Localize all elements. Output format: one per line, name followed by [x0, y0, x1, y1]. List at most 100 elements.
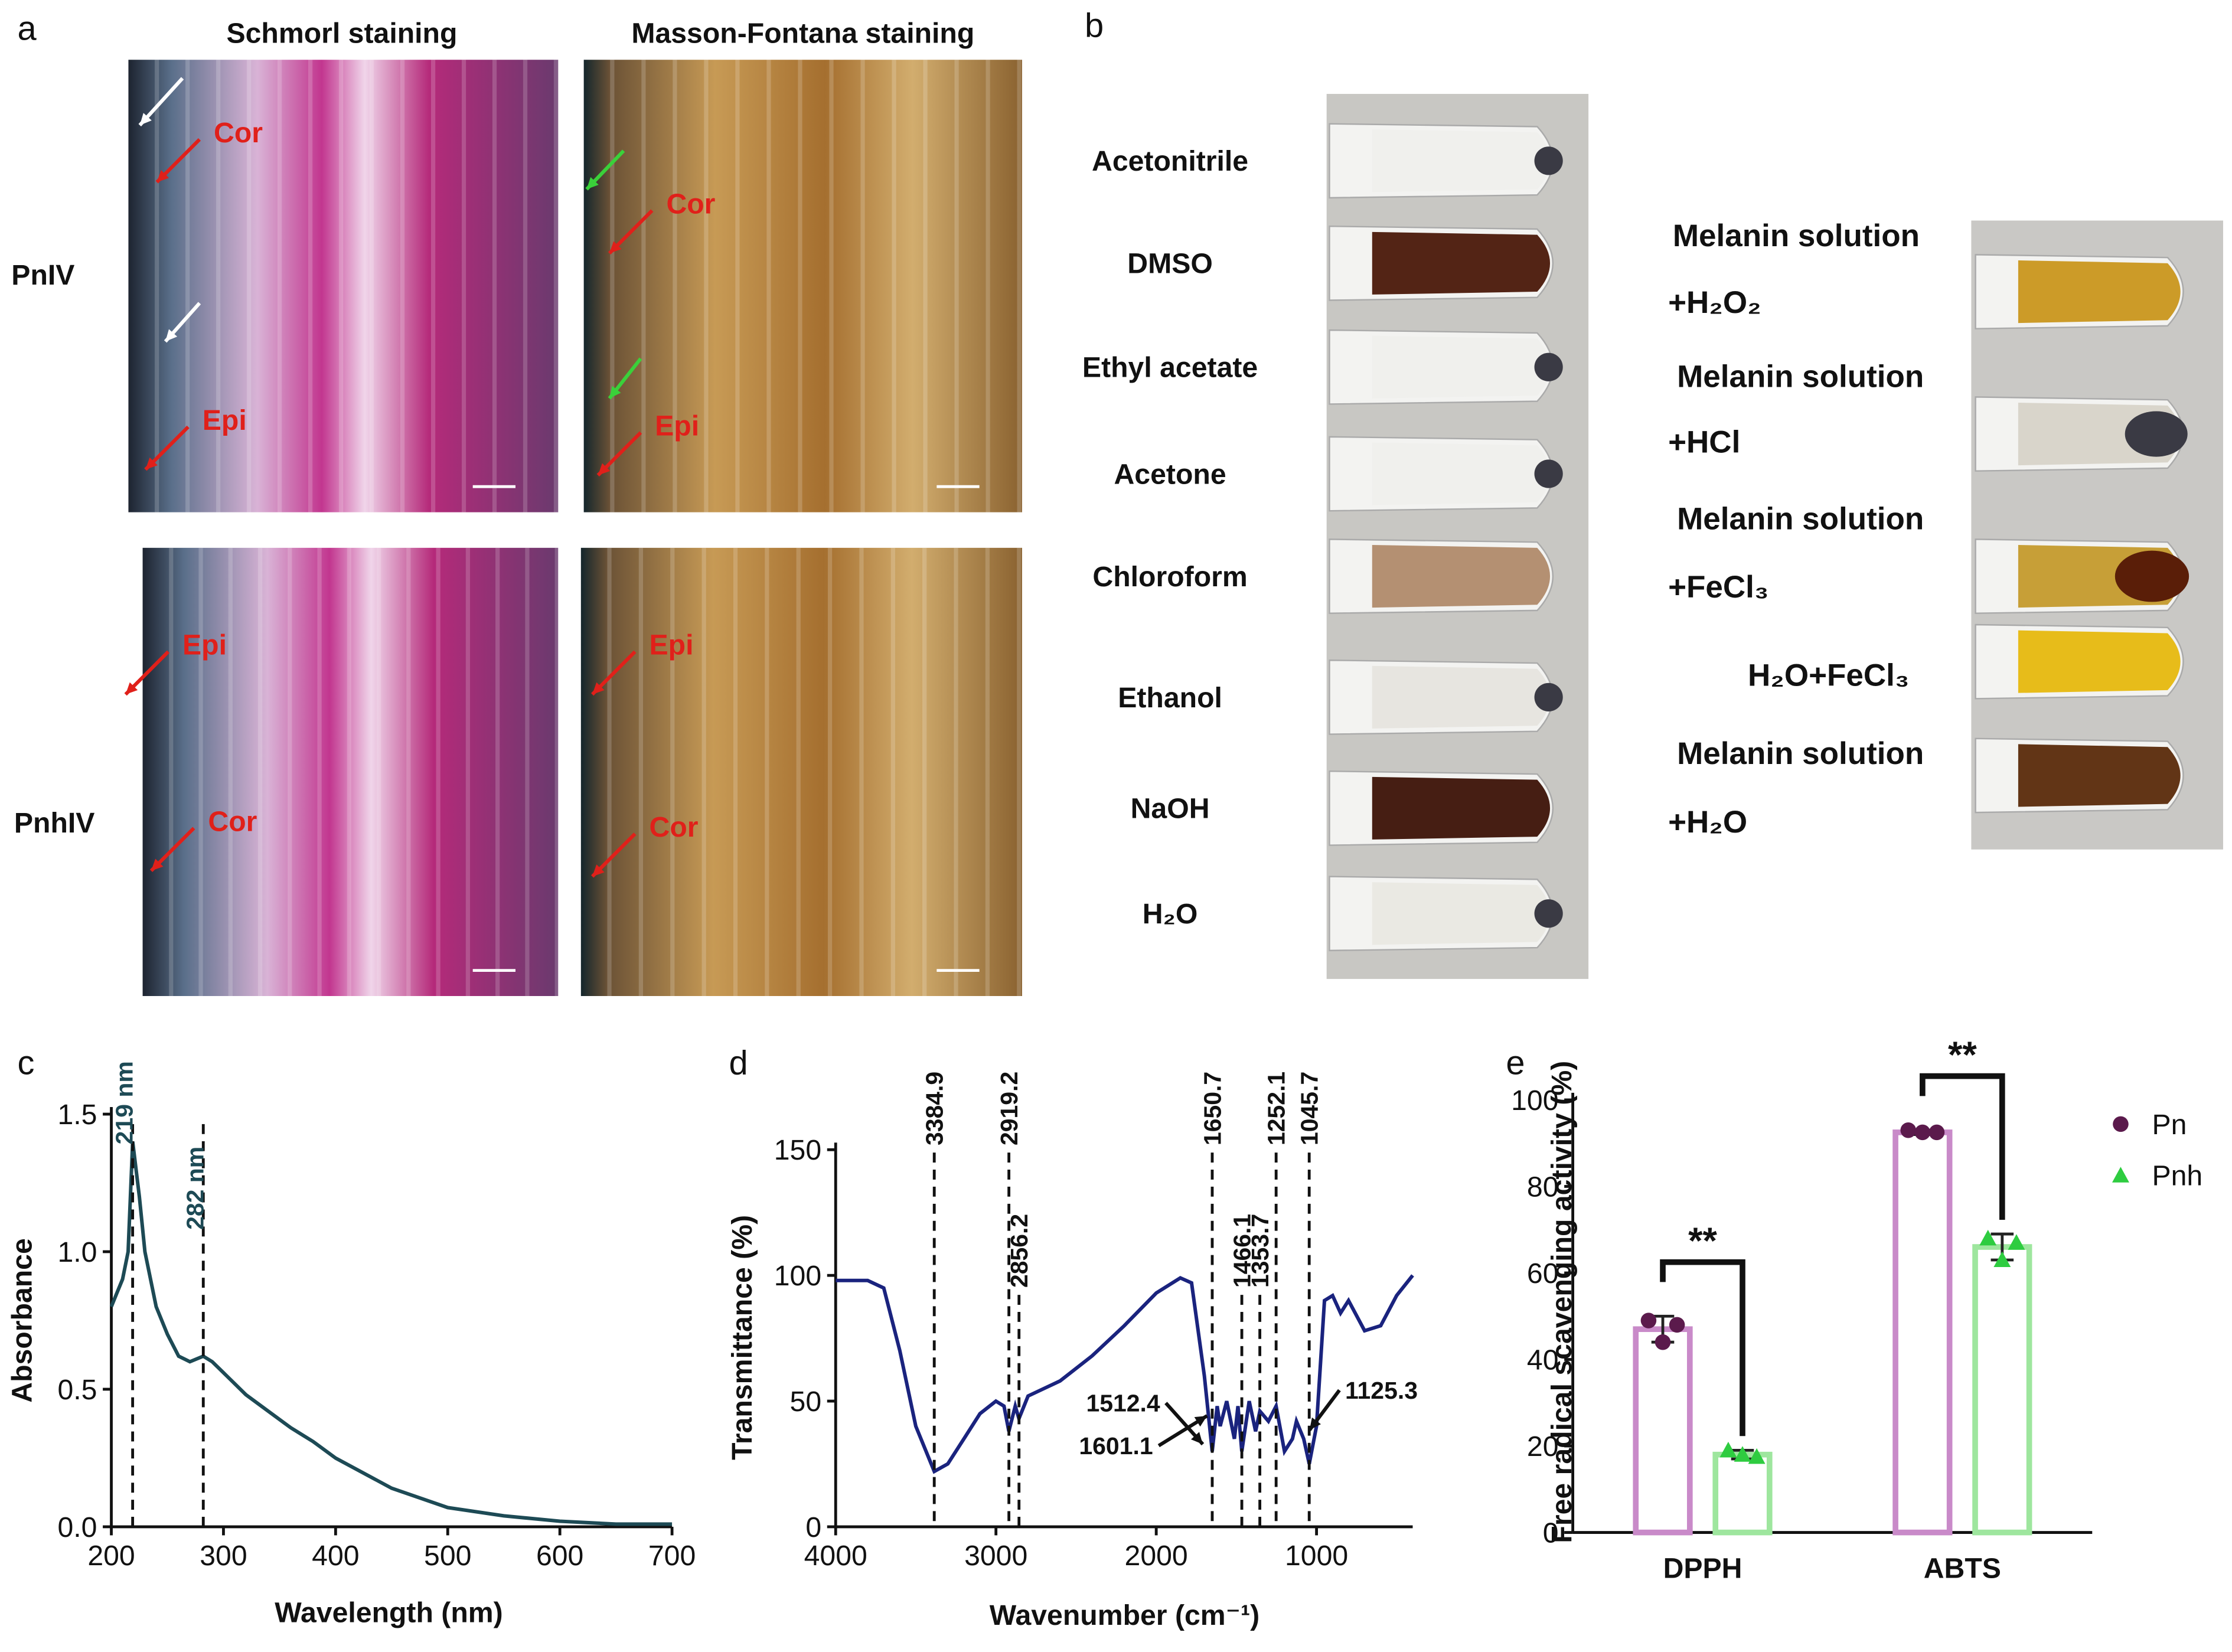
data-point — [1928, 1124, 1945, 1141]
y-tick-label: 20 — [1527, 1431, 1559, 1462]
y-tick-label: 100 — [1511, 1085, 1558, 1116]
y-tick-label: 50 — [790, 1386, 822, 1418]
peak-label: 219 nm — [111, 1061, 138, 1144]
tube-content — [2018, 744, 2181, 807]
bar — [1892, 1129, 1953, 1536]
peak-label: 1353.7 — [1246, 1214, 1274, 1288]
y-tick-label: 0 — [805, 1511, 821, 1543]
tube-content — [1372, 545, 1551, 608]
x-tick-label: 300 — [200, 1540, 247, 1572]
x-tick-label: 700 — [648, 1540, 696, 1572]
peak-label: 3384.9 — [921, 1072, 948, 1145]
data-point — [1993, 1251, 2011, 1268]
row-label: PnhIV — [14, 807, 95, 839]
arrow-head — [125, 682, 138, 695]
peak-label: 1466.1 — [1229, 1214, 1256, 1288]
panel-label: d — [729, 1044, 748, 1082]
tube-content — [1372, 665, 1551, 729]
annotation: Cor — [666, 188, 715, 220]
panel-label: b — [1085, 7, 1104, 45]
significance-bracket — [1660, 1259, 1745, 1436]
x-tick-label: 1000 — [1285, 1540, 1348, 1572]
peak-label: 1125.3 — [1345, 1377, 1418, 1404]
treatment-label: +FeCl₃ — [1668, 570, 1768, 605]
tube-content — [1372, 129, 1551, 192]
treatment-label: +HCl — [1668, 425, 1740, 459]
peak-label: 1601.1 — [1079, 1432, 1153, 1460]
x-tick-label: ABTS — [1924, 1553, 2001, 1585]
panel-label: a — [17, 9, 37, 47]
pellet — [1534, 146, 1563, 175]
annotation: Epi — [655, 410, 699, 442]
y-tick-label: 150 — [774, 1134, 821, 1166]
micrograph — [128, 60, 559, 512]
y-axis-label: Transmittance (%) — [726, 1215, 758, 1460]
panel-label: c — [17, 1044, 34, 1082]
pellet — [2125, 411, 2188, 457]
data-point — [1669, 1317, 1685, 1333]
arrow-head — [156, 169, 169, 182]
y-tick-label: 1.0 — [57, 1236, 97, 1268]
arrow-head — [609, 386, 621, 399]
column-header: Schmorl staining — [227, 17, 458, 49]
annotation: Epi — [182, 629, 227, 661]
annotation: Cor — [214, 117, 263, 149]
y-tick-label: 1.5 — [57, 1099, 97, 1131]
data-point — [1900, 1122, 1917, 1138]
solvent-label: DMSO — [1127, 248, 1213, 280]
micrograph — [580, 547, 1022, 996]
data-point — [1734, 1446, 1751, 1462]
annotation: Epi — [650, 629, 694, 661]
pellet — [1534, 899, 1563, 928]
column-header: Masson-Fontana staining — [631, 17, 974, 49]
y-axis-label: Absorbance — [6, 1238, 38, 1403]
panel-label: e — [1506, 1044, 1525, 1082]
data-point — [1655, 1334, 1671, 1350]
micrograph — [583, 60, 1022, 512]
data-point — [2008, 1234, 2025, 1250]
peak-label: 1252.1 — [1263, 1072, 1290, 1145]
tube-content — [1372, 776, 1551, 840]
arrow-head — [586, 177, 599, 190]
pellet — [2114, 550, 2189, 602]
y-tick-label: 80 — [1527, 1171, 1559, 1203]
arrow-head — [1194, 1415, 1208, 1427]
legend-label: Pn — [2152, 1109, 2187, 1141]
data-point — [1979, 1229, 1997, 1246]
arrow-head — [145, 457, 158, 470]
arrow-head — [598, 463, 611, 475]
tube-content — [1372, 231, 1551, 295]
x-tick-label: 2000 — [1125, 1540, 1188, 1572]
tube-content — [2018, 260, 2181, 324]
significance-label: ** — [1948, 1034, 1977, 1076]
peak-label: 2856.2 — [1006, 1214, 1033, 1288]
peak-label: 282 nm — [181, 1147, 208, 1230]
pellet — [1534, 459, 1563, 488]
pellet — [1534, 352, 1563, 381]
treatment-label: Melanin solution — [1677, 736, 1924, 771]
treatment-label: H₂O+FeCl₃ — [1748, 658, 1909, 693]
x-axis-label: Wavelength (nm) — [275, 1597, 502, 1628]
x-tick-label: 500 — [424, 1540, 471, 1572]
bar — [1712, 1451, 1773, 1536]
arrow-head — [592, 682, 605, 695]
x-tick-label: 3000 — [964, 1540, 1027, 1572]
peak-label: 2919.2 — [996, 1072, 1023, 1145]
x-axis-label: Wavenumber (cm⁻¹) — [990, 1599, 1259, 1631]
solvent-label: Acetone — [1114, 458, 1226, 490]
arrow-head — [151, 858, 164, 871]
tube-content — [1372, 442, 1551, 505]
annotation: Cor — [208, 805, 257, 837]
x-tick-label: 200 — [87, 1540, 135, 1572]
solvent-label: Chloroform — [1092, 561, 1247, 593]
data-point — [1640, 1313, 1657, 1328]
bar — [1972, 1244, 2032, 1536]
tube-content — [2018, 630, 2181, 693]
tube-content — [1372, 882, 1551, 945]
data-point — [1719, 1441, 1737, 1458]
spectrum-line — [836, 1274, 1414, 1474]
annotation: Epi — [203, 404, 247, 436]
x-tick-label: DPPH — [1663, 1553, 1742, 1585]
treatment-label: +H₂O₂ — [1668, 285, 1761, 320]
